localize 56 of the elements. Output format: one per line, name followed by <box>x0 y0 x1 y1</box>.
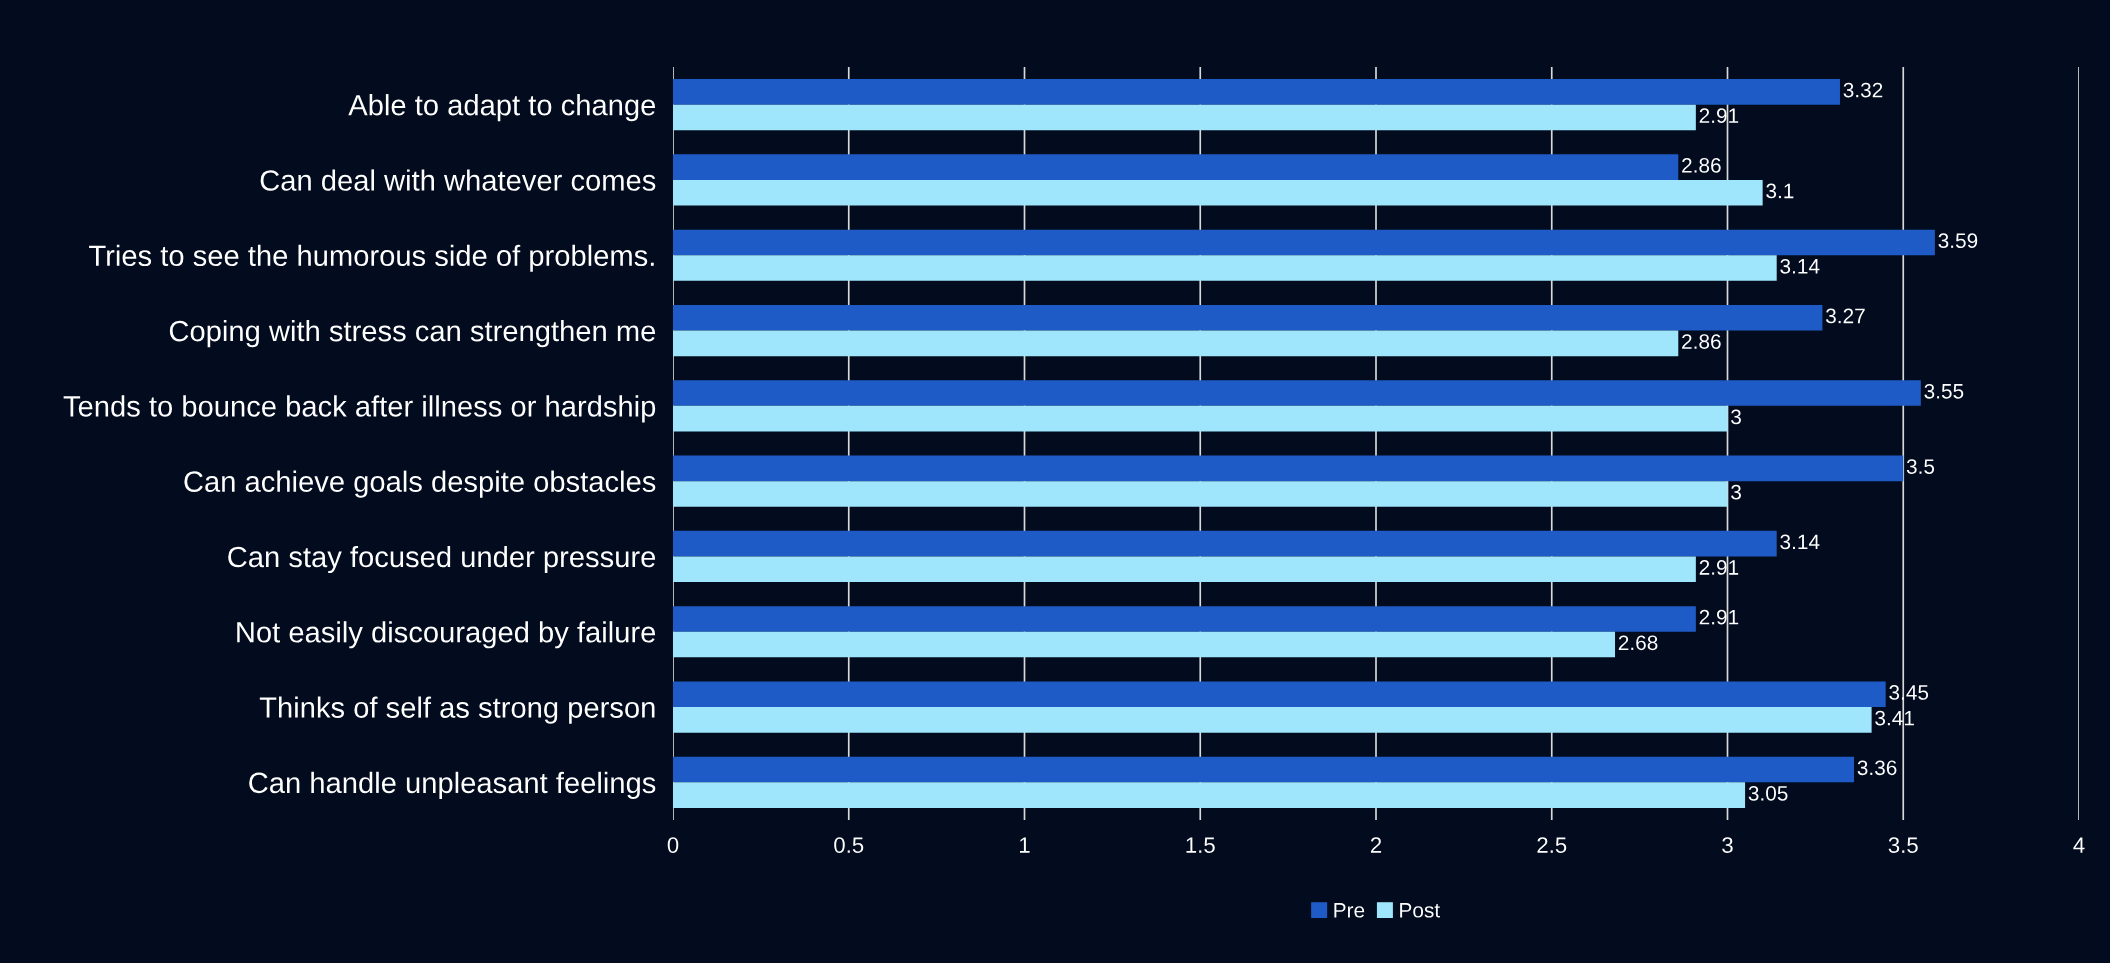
bar <box>673 179 1763 206</box>
y-tick-label: Coping with stress can strengthen me <box>169 319 656 348</box>
bar <box>673 79 1840 105</box>
data-label: 3.27 <box>1825 308 1865 324</box>
legend-label: Post <box>1400 903 1440 918</box>
bar <box>673 782 1746 808</box>
x-tick-label: 0 <box>667 837 679 853</box>
y-tick-label: Can handle unpleasant feelings <box>249 771 656 799</box>
y-tick-label: Can deal with whatever comes <box>260 169 656 191</box>
bar <box>673 304 1823 331</box>
y-tick-label: Can stay focused under pressure <box>228 545 656 574</box>
x-tick-label: 1 <box>1020 837 1030 853</box>
y-tick-label: Tends to bounce back after illness or hardship <box>63 395 656 423</box>
bar <box>673 229 1935 256</box>
bar <box>673 104 1696 131</box>
bar <box>673 380 1921 406</box>
y-tick-label: Able to adapt to change <box>348 94 656 122</box>
bar <box>673 606 1696 632</box>
data-label: 3 <box>1731 484 1741 500</box>
data-label: 2.86 <box>1682 334 1721 349</box>
data-label: 3.59 <box>1938 233 1978 249</box>
x-tick-label: 2.5 <box>1537 837 1567 853</box>
bar <box>673 707 1872 733</box>
bar <box>673 154 1679 180</box>
x-tick-label: 1.5 <box>1186 837 1215 853</box>
y-tick-label: Can achieve goals despite obstacles <box>184 470 656 498</box>
bar <box>673 631 1616 658</box>
x-tick-label: 3.5 <box>1888 837 1918 853</box>
y-tick-label: Tries to see the humorous side of problems. <box>89 244 654 272</box>
data-label: 3 <box>1731 409 1741 425</box>
bar <box>673 556 1696 583</box>
data-label: 2.68 <box>1618 635 1658 651</box>
bar <box>673 481 1728 507</box>
data-label: 2.86 <box>1682 157 1721 173</box>
y-tick-label: Thinks of self as strong person <box>259 696 655 724</box>
legend-label: Pre <box>1334 903 1365 918</box>
bar <box>673 255 1777 281</box>
bar <box>673 330 1679 357</box>
y-tick-label: Not easily discouraged by failure <box>237 621 656 649</box>
data-label: 3.36 <box>1857 760 1897 776</box>
data-label: 3.14 <box>1780 534 1820 550</box>
data-label: 3.5 <box>1906 459 1935 474</box>
bar <box>673 681 1886 708</box>
data-label: 3.14 <box>1780 258 1820 274</box>
bar <box>673 455 1904 482</box>
data-label: 3.05 <box>1748 785 1788 801</box>
x-tick-label: 2 <box>1370 837 1382 853</box>
x-tick-label: 3 <box>1722 837 1733 853</box>
x-tick-label: 4 <box>2073 837 2085 853</box>
x-tick-label: 0.5 <box>834 837 864 853</box>
bar <box>673 756 1855 783</box>
bar <box>673 530 1777 557</box>
data-label: 3.55 <box>1924 383 1964 399</box>
data-label: 3.1 <box>1766 183 1794 199</box>
bar <box>673 405 1728 432</box>
data-label: 3.32 <box>1843 82 1883 98</box>
